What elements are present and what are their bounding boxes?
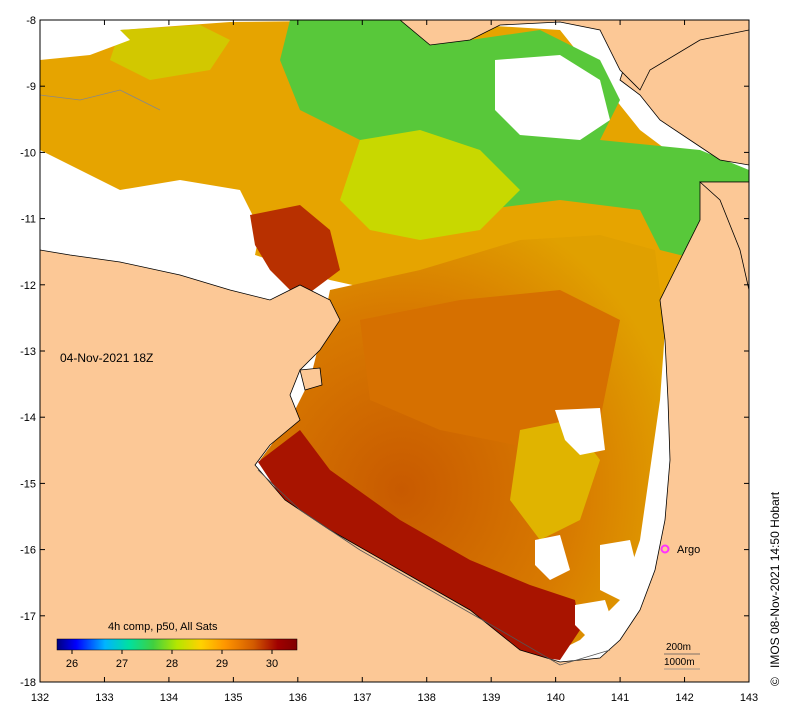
x-tick-label: 138	[418, 692, 436, 704]
land-island	[299, 367, 323, 391]
x-tick-label: 136	[289, 692, 307, 704]
colorbar-title: 4h comp, p50, All Sats	[108, 621, 218, 633]
map-plot-area	[40, 20, 749, 682]
depth-label-200m: 200m	[666, 642, 691, 653]
land-new-guinea	[399, 20, 749, 91]
depth-contour-200m	[257, 469, 611, 666]
argo-label: Argo	[677, 544, 700, 556]
y-tick-label: -13	[20, 346, 36, 358]
y-tick-label: -16	[20, 545, 36, 557]
colorbar: 4h comp, p50, All Sats 26 27 28 29 30	[56, 621, 298, 670]
x-tick-label: 132	[31, 692, 49, 704]
x-tick-label: 142	[675, 692, 693, 704]
cloud-gap-north	[495, 55, 610, 140]
depth-legend: 200m 1000m	[664, 642, 700, 670]
colorbar-ticks: 26 27 28 29 30	[66, 650, 278, 670]
argo-float-icon	[660, 544, 670, 554]
cloud-gap-gulf-4	[575, 600, 615, 640]
sst-hot-coast	[258, 430, 580, 660]
y-tick-label: -8	[26, 15, 36, 27]
depth-label-1000m: 1000m	[664, 657, 695, 668]
y-tick-label: -12	[20, 280, 36, 292]
sst-north-green	[280, 20, 749, 260]
cloud-gap-gulf-3	[600, 540, 640, 600]
x-tick-label: 135	[224, 692, 242, 704]
x-tick-label: 134	[160, 692, 178, 704]
y-tick-label: -9	[26, 81, 36, 93]
y-tick-label: -10	[20, 147, 36, 159]
x-axis: 132 133 134 135 136 137 138 139 140 141 142 143	[31, 20, 758, 704]
cloud-gap-nw	[40, 20, 130, 60]
x-tick-label: 140	[546, 692, 564, 704]
land-masses	[40, 20, 749, 682]
y-axis: -8 -9 -10 -11 -12 -13 -14 -15 -16 -17 -18	[20, 15, 749, 689]
x-tick-label: 133	[95, 692, 113, 704]
copyright-symbol: ©	[768, 677, 782, 686]
x-tick-label: 141	[611, 692, 629, 704]
sst-nw-yellow	[110, 25, 230, 80]
cloud-gap-gulf-2	[535, 535, 570, 580]
colorbar-gradient	[56, 638, 298, 651]
colorbar-tick-label: 26	[66, 658, 78, 670]
timestamp-label: 04-Nov-2021 18Z	[60, 351, 153, 365]
colorbar-tick-label: 28	[166, 658, 178, 670]
y-tick-label: -15	[20, 478, 36, 490]
cloud-gap-gulf-1	[555, 408, 605, 455]
y-tick-label: -18	[20, 677, 36, 689]
colorbar-tick-label: 30	[266, 658, 278, 670]
sst-north-yellow	[340, 130, 520, 240]
y-tick-label: -17	[20, 611, 36, 623]
y-tick-label: -11	[21, 214, 36, 226]
colorbar-tick-label: 27	[116, 658, 128, 670]
sst-hot-west	[250, 205, 340, 300]
land-cape-york-peninsula	[698, 181, 749, 291]
x-tick-label: 139	[482, 692, 500, 704]
x-tick-label: 143	[740, 692, 758, 704]
argo-marker: Argo	[660, 544, 700, 556]
land-northern-territory	[40, 181, 749, 682]
depth-contour-1000m	[40, 89, 161, 111]
credit-container: © IMOS 08-Nov-2021 14:50 Hobart	[757, 420, 787, 690]
colorbar-tick-label: 29	[216, 658, 228, 670]
imos-credit: IMOS 08-Nov-2021 14:50 Hobart	[768, 491, 782, 668]
y-tick-label: -14	[20, 412, 36, 424]
x-tick-label: 137	[353, 692, 371, 704]
